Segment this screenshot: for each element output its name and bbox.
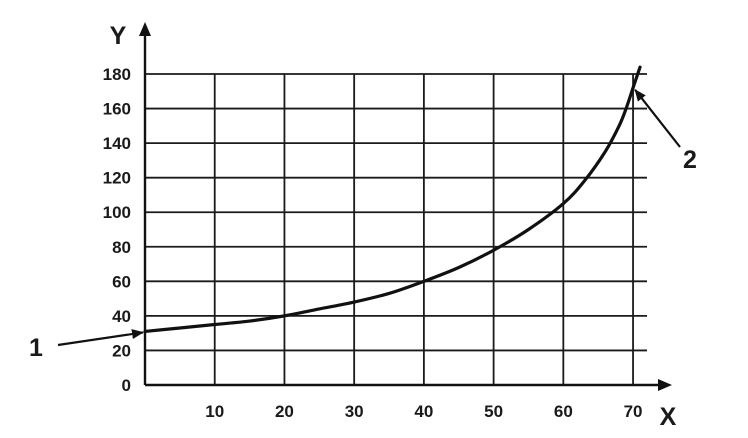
x-tick-label-60: 60	[554, 402, 573, 421]
x-tick-label-30: 30	[345, 402, 364, 421]
series	[143, 65, 642, 334]
y-axis-label: Y	[110, 22, 127, 50]
y-axis-arrow	[139, 22, 151, 36]
y-tick-label-60: 60	[112, 272, 131, 291]
annotations: 12	[29, 89, 697, 362]
y-tick-label-180: 180	[103, 65, 131, 84]
callout-label-1: 1	[29, 334, 43, 362]
y-tick-label-160: 160	[103, 100, 131, 119]
x-tick-label-20: 20	[275, 402, 294, 421]
x-tick-label-10: 10	[205, 402, 224, 421]
axes	[139, 22, 672, 391]
y-tick-label-120: 120	[103, 169, 131, 188]
y-tick-label-40: 40	[112, 307, 131, 326]
callout-arrow-2	[634, 89, 681, 148]
x-axis-arrow	[658, 379, 672, 391]
callout-arrow-1	[57, 329, 144, 347]
x-tick-label-40: 40	[414, 402, 433, 421]
tick-labels: 0 20 40 60 80 100 120 140 160 180 10 20 30 40 50 60 70	[103, 65, 643, 421]
callout-label-2: 2	[683, 146, 697, 174]
grid	[145, 73, 647, 385]
series-line-0	[143, 65, 642, 334]
y-tick-label-20: 20	[112, 341, 131, 360]
y-tick-label-0: 0	[122, 376, 131, 395]
y-tick-label-80: 80	[112, 238, 131, 257]
x-tick-label-70: 70	[624, 402, 643, 421]
y-tick-label-140: 140	[103, 134, 131, 153]
x-tick-label-50: 50	[484, 402, 503, 421]
y-tick-label-100: 100	[103, 203, 131, 222]
x-axis-label: X	[660, 403, 677, 431]
